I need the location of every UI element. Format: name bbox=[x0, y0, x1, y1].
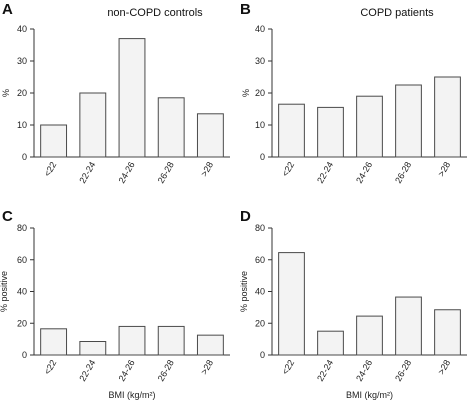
panel-d-bar bbox=[395, 296, 422, 356]
panel-a-x-tick-label: 22-24 bbox=[77, 160, 97, 185]
panel-a-bar bbox=[79, 92, 107, 158]
panel-c-y-tick-label: 80 bbox=[17, 223, 27, 233]
panel-a-bar bbox=[157, 97, 185, 158]
panel-b-bar bbox=[434, 76, 461, 158]
panel-b: B COPD patients 0 10 20 30 40% <22 22-24 24-26 26-… bbox=[240, 1, 467, 185]
panel-d-x-tick-label: >28 bbox=[436, 358, 452, 376]
panel-a-y-tick-label: 40 bbox=[17, 24, 27, 34]
panel-d-y-tick-label: 20 bbox=[255, 318, 265, 328]
panel-b-x-tick-label: 22-24 bbox=[315, 160, 335, 185]
panel-a-x-tick-label: 26-28 bbox=[156, 160, 176, 185]
panel-a-x-tick-label: 24-26 bbox=[117, 160, 137, 185]
panel-d-y-tick-label: 60 bbox=[255, 255, 265, 265]
panel-d-x-tick-label: 24-26 bbox=[354, 358, 374, 383]
panel-b-y-tick-label: 30 bbox=[255, 56, 265, 66]
panel-d-bar bbox=[434, 309, 461, 356]
panel-c-y-tick-label: 60 bbox=[17, 255, 27, 265]
panel-b-y-tick-label: 0 bbox=[260, 152, 265, 162]
panel-a-x-tick-label: >28 bbox=[199, 160, 215, 178]
panel-c-bar bbox=[40, 328, 68, 356]
panel-a-x-tick-label: <22 bbox=[42, 160, 58, 178]
panel-c-y-tick-label: 40 bbox=[17, 287, 27, 297]
panel-a-bar bbox=[40, 124, 68, 158]
panel-d-y-label: % positive bbox=[239, 271, 249, 312]
panel-b-y-tick-label: 40 bbox=[255, 24, 265, 34]
panel-c-y-label: % positive bbox=[0, 271, 9, 312]
panel-c-bar bbox=[157, 325, 185, 356]
panel-c-x-tick-label: 22-24 bbox=[77, 358, 97, 383]
panel-b-y-label: % bbox=[241, 89, 251, 97]
panel-d-y-tick-label: 40 bbox=[255, 287, 265, 297]
panel-d-y-tick-label: 0 bbox=[260, 350, 265, 360]
panel-d-x-tick-label: 26-28 bbox=[393, 358, 413, 383]
panel-d-bar bbox=[317, 330, 344, 356]
panel-b-bar bbox=[395, 84, 422, 158]
panel-d-bar bbox=[356, 315, 383, 356]
panel-b-title: COPD patients bbox=[360, 7, 434, 19]
panel-d-bar bbox=[278, 252, 305, 356]
panel-c-y-tick-label: 0 bbox=[22, 350, 27, 360]
panel-c-y-tick-label: 20 bbox=[17, 318, 27, 328]
panel-a-y-tick-label: 20 bbox=[17, 88, 27, 98]
panel-d: D 0 20 40 60 80 % positive <22 22-24 24-26 26-28 >2… bbox=[239, 208, 467, 400]
panel-c-x-label: BMI (kg/m²) bbox=[109, 390, 156, 400]
panel-c-x-tick-label: >28 bbox=[199, 358, 215, 376]
panel-b-bar bbox=[278, 103, 305, 158]
panel-c-bar bbox=[196, 334, 224, 356]
panel-c-x-tick-label: <22 bbox=[42, 358, 58, 376]
panel-b-bar bbox=[356, 95, 383, 158]
panel-d-letter: D bbox=[240, 208, 251, 225]
panel-a-bar bbox=[196, 113, 224, 158]
panel-a-y-label: % bbox=[1, 89, 11, 97]
panel-b-y-tick-label: 10 bbox=[255, 120, 265, 130]
panel-a-y-tick-label: 30 bbox=[17, 56, 27, 66]
panel-a-y-tick-label: 0 bbox=[22, 152, 27, 162]
panel-b-bar bbox=[317, 106, 344, 158]
panel-b-x-tick-label: 26-28 bbox=[393, 160, 413, 185]
panel-a-y-tick-label: 10 bbox=[17, 120, 27, 130]
panel-b-x-tick-label: >28 bbox=[436, 160, 452, 178]
panel-d-x-tick-label: <22 bbox=[280, 358, 296, 376]
panel-d-y-tick-label: 80 bbox=[255, 223, 265, 233]
panel-c-bar bbox=[79, 341, 107, 356]
panel-a-title: non-COPD controls bbox=[107, 7, 203, 19]
panel-c-x-tick-label: 24-26 bbox=[117, 358, 137, 383]
panel-d-x-label: BMI (kg/m²) bbox=[346, 390, 393, 400]
panel-b-letter: B bbox=[240, 1, 251, 18]
panel-a-letter: A bbox=[2, 1, 13, 18]
panel-b-x-tick-label: <22 bbox=[280, 160, 296, 178]
panel-c-letter: C bbox=[2, 208, 13, 225]
panel-c: C 0 20 40 60 80 % positive <22 22-24 24-26 26-28 >2… bbox=[0, 208, 230, 400]
panel-b-y-tick-label: 20 bbox=[255, 88, 265, 98]
panel-a-bar bbox=[118, 38, 146, 158]
panel-c-bar bbox=[118, 325, 146, 356]
panel-b-x-tick-label: 24-26 bbox=[354, 160, 374, 185]
panel-c-x-tick-label: 26-28 bbox=[156, 358, 176, 383]
panel-d-x-tick-label: 22-24 bbox=[315, 358, 335, 383]
